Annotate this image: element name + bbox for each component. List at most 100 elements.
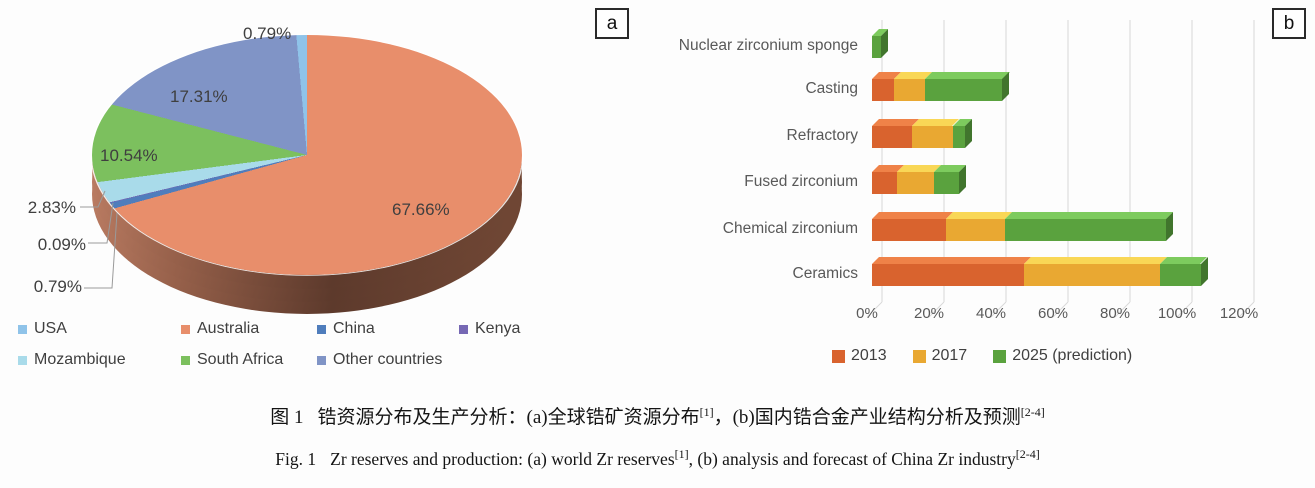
bar-row: Casting [660,79,1315,101]
caption-zh-ref1: [1] [699,405,714,419]
x-axis-tick-label: 40% [975,305,1007,322]
legend-label: 2013 [851,347,887,364]
bar-segment-2013 [872,79,894,101]
legend-label: 2025 (prediction) [1012,347,1133,364]
gridline-foot [866,301,883,318]
bar-segment-2017 [896,172,934,194]
legend-item-south-africa: South Africa [181,351,317,369]
bar-segment-2025 [1160,264,1201,286]
pie-percentage-label-usa: 0.79% [243,24,292,43]
caption-en-ref1: [1] [674,447,689,461]
x-axis-tick-label: 20% [913,305,945,322]
bar-segments [872,36,882,58]
pie-face [92,35,522,275]
legend-swatch-2025 [993,349,1007,363]
legend-item-usa: USA [18,320,181,338]
pie-percentage-label-mozambique: 2.83% [27,198,76,217]
gridline-foot [1114,301,1131,318]
bar-segments [872,219,1167,241]
bar-segment-2017 [1023,264,1161,286]
panel-a-tag: a [595,8,629,39]
bar-grid [866,20,1255,318]
bar-segment-2017 [946,219,1006,241]
legend-swatch-2017 [912,349,926,363]
legend-swatch-china [317,324,326,334]
pie-percentage-label-other-countries: 17.31% [170,87,228,106]
legend-item-other-countries: Other countries [317,351,459,369]
pie-percentage-label-australia: 67.66% [392,200,450,219]
bar-row: Ceramics [660,264,1315,286]
legend-label: USA [34,320,67,337]
legend-swatch-2013 [832,349,845,363]
caption-zh-ref2: [2-4] [1020,405,1045,419]
bar-segments [872,126,965,148]
bar-category-label: Refractory [786,127,859,144]
bar-category-label: Casting [805,80,858,97]
bar-category-label: Ceramics [792,265,858,282]
legend-label: Kenya [475,320,521,337]
gridline-foot [1238,301,1255,318]
bar-segments [872,79,1003,101]
bar-segments [872,172,959,194]
legend-swatch-mozambique [18,355,27,365]
bar-segment-2025 [1005,219,1167,241]
legend-swatch-usa [18,324,27,334]
panel-b-tag: b [1272,8,1306,39]
legend-item-kenya: Kenya [459,320,618,338]
bar-legend: 2013 2017 2025 (prediction) [832,347,1132,365]
legend-label: China [333,320,375,337]
gridline-foot [928,301,945,318]
pie-legend: USA Australia China Kenya Mozambique Sou… [18,320,618,369]
pie-percentage-label-kenya: 0.09% [37,235,86,254]
gridline-foot [990,301,1007,318]
legend-item-mozambique: Mozambique [18,351,181,369]
caption-zh-fig-label: 图 1 [270,407,304,428]
caption-zh-part2: ，(b)国内锆合金产业结构分析及预测 [713,407,1021,428]
bar-segment-2017 [912,126,953,148]
panel-b-bar-chart: b 0% 20% 40% 60% 80% 100% 120% Nuclear zirconiu… [660,0,1315,392]
legend-swatch-australia [181,324,190,334]
pie-percentage-label-china: 0.79% [33,277,82,296]
bar-segment-2025 [933,172,959,194]
gridline-foot [1052,301,1069,318]
legend-item-australia: Australia [181,320,317,338]
bar-segment-2013 [872,219,947,241]
x-axis-tick-label: 0% [856,305,878,322]
legend-swatch-south-africa [181,355,190,365]
gridline-foot [1176,301,1193,318]
bar-row: Chemical zirconium [660,219,1315,241]
caption-en-ref2: [2-4] [1015,447,1040,461]
bar-segment-2025 [924,79,1003,101]
caption-zh-part1: 锆资源分布及生产分析：(a)全球锆矿资源分布 [317,407,700,428]
caption-en-part2: , (b) analysis and forecast of China Zr … [688,449,1016,469]
legend-item-china: China [317,320,459,338]
pie-3d [92,35,522,314]
bar-category-label: Fused zirconium [744,173,858,190]
bar-row: Nuclear zirconium sponge [660,36,1315,58]
caption-zh: 图 1 锆资源分布及生产分析：(a)全球锆矿资源分布[1]，(b)国内锆合金产业结… [0,402,1315,429]
legend-swatch-other-countries [317,355,326,365]
bar-segment-2013 [872,172,897,194]
legend-swatch-kenya [459,324,468,334]
legend-label: South Africa [197,351,284,368]
legend-item-2013: 2013 [832,347,887,365]
bar-segment-2025 [872,36,882,58]
legend-label: Other countries [333,351,443,368]
x-axis-tick-label: 60% [1037,305,1069,322]
panel-a-pie-chart: a 0.79% 67.66% 0.79% 0.09% 2.83% 10.54% … [0,0,660,392]
bar-row: Fused zirconium [660,172,1315,194]
legend-label: Mozambique [34,351,126,368]
bar-segment-2017 [893,79,925,101]
legend-label: 2017 [931,347,968,364]
pie-percentage-label-south-africa: 10.54% [100,146,158,165]
bar-segment-2013 [872,264,1024,286]
x-axis-tick-label: 120% [1219,305,1259,322]
caption-en: Fig. 1 Zr reserves and production: (a) wo… [0,447,1315,470]
bar-segment-2025 [952,126,965,148]
bar-segment-2013 [872,126,913,148]
legend-item-2025: 2025 (prediction) [993,347,1132,365]
legend-label: Australia [197,320,260,337]
x-axis-tick-label: 100% [1157,305,1197,322]
caption-en-fig-label: Fig. 1 [275,449,317,469]
